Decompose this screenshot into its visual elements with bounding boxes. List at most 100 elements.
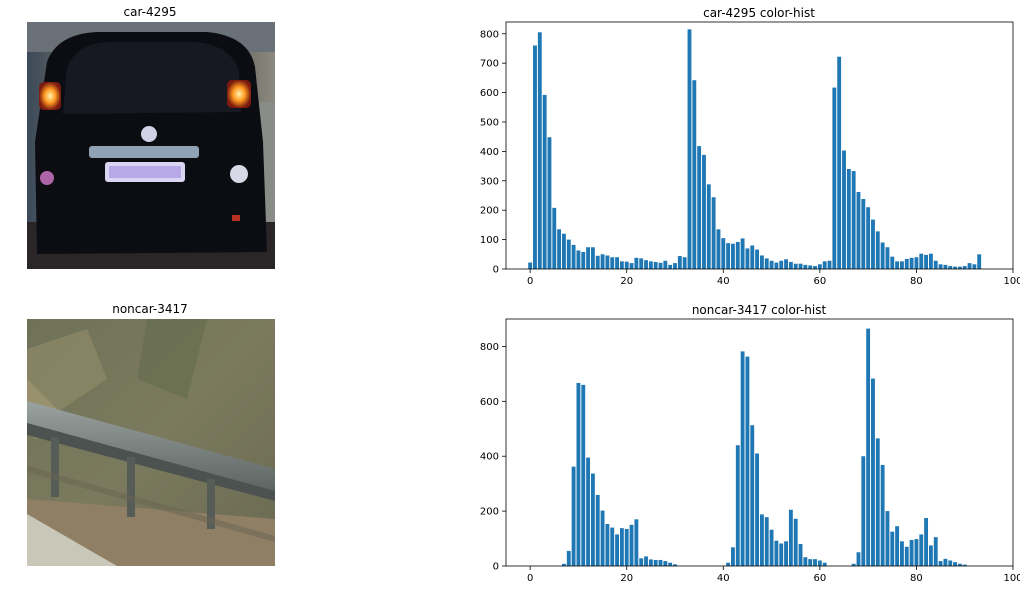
histogram-bar bbox=[673, 564, 677, 566]
chart-title: noncar-3417 color-hist bbox=[692, 303, 827, 317]
x-tick-label: 80 bbox=[910, 573, 923, 584]
histogram-bar bbox=[590, 473, 595, 566]
histogram-bar bbox=[938, 264, 943, 269]
histogram-bar bbox=[735, 445, 740, 566]
histogram-bar bbox=[624, 261, 629, 269]
histogram-bar bbox=[581, 251, 586, 269]
histogram-bar bbox=[808, 265, 813, 269]
histogram-bar bbox=[851, 171, 856, 269]
y-tick-label: 700 bbox=[480, 59, 499, 70]
histogram-bar bbox=[779, 543, 784, 566]
histogram-bar bbox=[648, 559, 653, 566]
histogram-bar bbox=[726, 243, 731, 269]
y-tick-label: 800 bbox=[480, 342, 499, 353]
histogram-bar bbox=[788, 261, 793, 269]
image-title-noncar: noncar-3417 bbox=[112, 302, 188, 316]
histogram-bar bbox=[832, 87, 837, 269]
histogram-bar bbox=[600, 510, 605, 566]
histogram-bar bbox=[755, 249, 760, 269]
histogram-bar bbox=[571, 466, 576, 566]
histogram-bar bbox=[875, 438, 880, 566]
histogram-bar bbox=[668, 264, 673, 269]
histogram-bar bbox=[817, 560, 822, 566]
histogram-bar bbox=[861, 456, 866, 566]
x-tick-label: 20 bbox=[620, 276, 633, 287]
histogram-bar bbox=[537, 32, 542, 269]
histogram-bar bbox=[962, 266, 967, 269]
histogram-bar bbox=[967, 263, 972, 269]
histogram-bar bbox=[745, 356, 750, 566]
histogram-bar bbox=[924, 254, 929, 269]
histogram-bar bbox=[871, 219, 875, 269]
histogram-bar bbox=[846, 169, 851, 269]
histogram-bar bbox=[900, 261, 904, 269]
histogram-bar bbox=[726, 562, 731, 566]
histogram-bar bbox=[861, 199, 866, 269]
x-tick-label: 100 bbox=[1003, 276, 1020, 287]
histogram-bar bbox=[566, 239, 571, 269]
histogram-bar bbox=[953, 266, 957, 269]
histogram-bar bbox=[919, 534, 924, 566]
histogram-bar bbox=[750, 425, 755, 566]
histogram-bar bbox=[928, 253, 933, 269]
histogram-bar bbox=[615, 257, 619, 269]
histogram-bar bbox=[842, 150, 846, 269]
histogram-bar bbox=[977, 254, 982, 269]
histogram-bar bbox=[562, 563, 566, 566]
histogram-bar bbox=[813, 559, 817, 566]
histogram-bar bbox=[919, 253, 924, 269]
histogram-bar bbox=[653, 559, 658, 566]
histogram-bar bbox=[938, 561, 943, 566]
histogram-bar bbox=[552, 207, 557, 269]
histogram-bar bbox=[648, 261, 653, 269]
histogram-bar bbox=[769, 529, 774, 566]
y-tick-label: 600 bbox=[480, 88, 499, 99]
histogram-bar bbox=[914, 539, 919, 566]
histogram-bar bbox=[605, 255, 610, 269]
histogram-bar bbox=[793, 263, 798, 269]
noncar-image-drawing bbox=[27, 319, 275, 566]
histogram-bar bbox=[851, 563, 856, 566]
histogram-bar bbox=[798, 544, 803, 566]
histogram-bar bbox=[871, 378, 875, 566]
histogram-bar bbox=[731, 243, 735, 269]
histogram-bar bbox=[658, 262, 663, 269]
x-tick-label: 80 bbox=[910, 276, 923, 287]
y-tick-label: 200 bbox=[480, 206, 499, 217]
histogram-bar bbox=[639, 258, 644, 269]
histogram-bar bbox=[576, 382, 581, 566]
histogram-bar bbox=[943, 264, 948, 269]
histogram-bar bbox=[924, 517, 929, 566]
histogram-bar bbox=[880, 242, 885, 269]
histogram-bar bbox=[619, 261, 624, 269]
histogram-bar bbox=[895, 526, 900, 566]
x-tick-label: 20 bbox=[620, 573, 633, 584]
car-image bbox=[27, 22, 275, 269]
histogram-bar bbox=[764, 258, 769, 269]
histogram-bar bbox=[798, 263, 803, 269]
plot-frame bbox=[505, 318, 1014, 567]
histogram-bar bbox=[619, 528, 624, 566]
histogram-bar bbox=[731, 547, 735, 566]
histogram-bar bbox=[557, 229, 562, 269]
histogram-bar bbox=[547, 137, 552, 269]
histogram-bar bbox=[610, 257, 615, 269]
car-color-hist-chart: car-4295 color-hist 0 20 40 60 80 100 0 100 200 3… bbox=[480, 6, 1020, 287]
histogram-bar bbox=[822, 562, 827, 566]
histogram-bar bbox=[677, 256, 682, 269]
y-tick-label: 500 bbox=[480, 117, 499, 128]
histogram-bar bbox=[566, 550, 571, 566]
y-tick-label: 600 bbox=[480, 397, 499, 408]
histogram-bar bbox=[644, 556, 648, 566]
histogram-bar bbox=[610, 527, 615, 566]
histogram-bar bbox=[774, 262, 779, 269]
histogram-bar bbox=[595, 255, 600, 269]
car-image-drawing bbox=[27, 22, 275, 269]
histogram-bar bbox=[909, 539, 914, 566]
histogram-bar bbox=[692, 80, 697, 269]
x-tick-label: 60 bbox=[813, 276, 826, 287]
histogram-bar bbox=[933, 537, 938, 566]
histogram-bar bbox=[624, 528, 629, 566]
histogram-bar bbox=[808, 559, 813, 566]
histogram-bar bbox=[702, 154, 706, 269]
